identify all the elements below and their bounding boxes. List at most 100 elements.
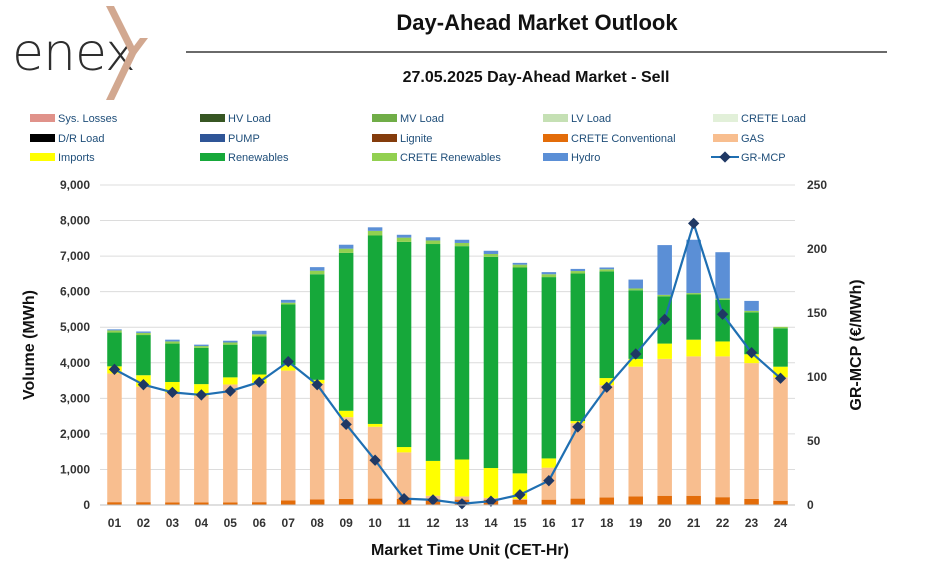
bar-crete-renewables xyxy=(425,240,441,245)
bar-crete-conventional xyxy=(686,495,701,505)
x-tick-label: 24 xyxy=(774,516,788,530)
bar-crete-conventional xyxy=(628,496,643,505)
enex-logo: enex xyxy=(12,6,148,100)
legend-label: Lignite xyxy=(400,133,432,145)
gr-mcp-point xyxy=(137,379,150,391)
y-tick-label: 1,000 xyxy=(60,462,90,476)
y2-tick-label: 150 xyxy=(807,306,827,320)
legend-item-mv-load: MV Load xyxy=(372,113,444,125)
bar-stack-22 xyxy=(715,252,730,505)
legend-item-renewables: Renewables xyxy=(200,152,289,164)
gr-mcp-line-series xyxy=(108,217,787,510)
gr-mcp-point xyxy=(630,348,642,360)
gr-mcp-point xyxy=(716,308,729,320)
gr-mcp-line xyxy=(113,222,782,505)
y-tick-label: 5,000 xyxy=(60,320,90,334)
bar-hydro xyxy=(657,245,672,295)
y-tick-label: 8,000 xyxy=(60,214,90,228)
x-tick-label: 11 xyxy=(398,516,411,530)
bar-crete-renewables xyxy=(223,342,238,345)
legend-label: CRETE Conventional xyxy=(571,133,676,145)
bar-hydro xyxy=(599,267,615,270)
bar-crete-renewables xyxy=(338,248,354,253)
x-tick-label: 10 xyxy=(368,516,382,530)
x-tick-label: 01 xyxy=(108,516,122,530)
bar-crete-conventional xyxy=(512,499,528,505)
bar-hydro xyxy=(309,267,325,271)
bar-imports xyxy=(396,447,412,453)
legend-label: GAS xyxy=(741,133,764,145)
bar-stack-24 xyxy=(773,326,788,505)
legend-label: LV Load xyxy=(571,113,611,125)
chart-subtitle: 27.05.2025 Day-Ahead Market - Sell xyxy=(403,69,670,86)
bar-imports xyxy=(483,468,499,498)
bar-gas xyxy=(396,452,412,499)
legend-swatch xyxy=(543,114,568,122)
bar-crete-renewables xyxy=(570,271,586,274)
legend-label: Hydro xyxy=(571,152,600,164)
bar-imports xyxy=(367,423,383,427)
bar-crete-renewables xyxy=(280,302,296,305)
x-tick-label: 21 xyxy=(687,516,701,530)
bar-gas xyxy=(280,370,296,501)
y2-tick-label: 250 xyxy=(807,178,827,192)
bar-crete-renewables xyxy=(744,310,759,313)
bar-stack-01 xyxy=(107,329,122,505)
bar-renewables xyxy=(223,344,238,378)
bar-gas xyxy=(686,356,701,496)
legend-item-lv-load: LV Load xyxy=(543,113,611,125)
bar-gas xyxy=(338,417,354,499)
gr-mcp-point xyxy=(543,475,555,487)
bar-gas xyxy=(252,383,267,503)
bar-gas xyxy=(628,366,643,497)
bar-renewables xyxy=(309,274,325,380)
legend-label: D/R Load xyxy=(58,133,104,145)
y2-axis-title: GR-MCP (€/MWh) xyxy=(848,279,865,410)
bar-hydro xyxy=(628,279,643,289)
bar-crete-conventional xyxy=(541,499,557,505)
bar-crete-conventional xyxy=(599,497,615,505)
bar-stack-23 xyxy=(744,300,759,505)
y2-tick-label: 200 xyxy=(807,242,827,256)
gr-mcp-point xyxy=(311,379,323,391)
x-tick-label: 19 xyxy=(629,516,643,530)
legend-label: Imports xyxy=(58,152,95,164)
bar-crete-renewables xyxy=(309,270,325,275)
y2-tick-label: 50 xyxy=(807,434,821,448)
bar-hydro xyxy=(512,262,528,265)
legend-label: PUMP xyxy=(228,133,260,145)
bar-crete-conventional xyxy=(657,495,672,505)
bar-crete-renewables xyxy=(599,269,615,272)
bar-renewables xyxy=(165,343,180,382)
legend-item-gr-mcp: GR-MCP xyxy=(711,151,786,164)
bar-crete-conventional xyxy=(570,498,586,505)
bar-stack-17 xyxy=(570,268,586,505)
bar-gas xyxy=(773,377,788,501)
bar-crete-conventional xyxy=(252,502,267,505)
bar-hydro xyxy=(338,244,354,249)
bar-gas xyxy=(107,373,122,503)
bar-stack-20 xyxy=(657,245,672,505)
bar-stack-05 xyxy=(223,340,238,505)
gr-mcp-point xyxy=(774,372,787,384)
bar-stack-11 xyxy=(396,234,412,505)
gr-mcp-point xyxy=(195,389,208,401)
bar-renewables xyxy=(599,271,615,379)
bar-stack-07 xyxy=(280,299,296,505)
bar-stack-21 xyxy=(686,239,701,505)
bar-imports xyxy=(686,339,701,357)
bar-crete-renewables xyxy=(396,237,412,242)
x-tick-label: 12 xyxy=(426,516,440,530)
legend-swatch xyxy=(30,134,55,142)
bar-crete-conventional xyxy=(223,502,238,505)
bar-renewables xyxy=(396,241,412,448)
bar-renewables xyxy=(252,336,267,375)
logo-text: enex xyxy=(12,23,135,83)
bar-imports xyxy=(657,343,672,359)
x-tick-label: 04 xyxy=(195,516,209,530)
bar-stack-06 xyxy=(252,330,267,505)
legend-swatch xyxy=(30,114,55,122)
bar-imports xyxy=(425,460,441,496)
y-tick-label: 6,000 xyxy=(60,285,90,299)
bar-renewables xyxy=(338,252,354,411)
